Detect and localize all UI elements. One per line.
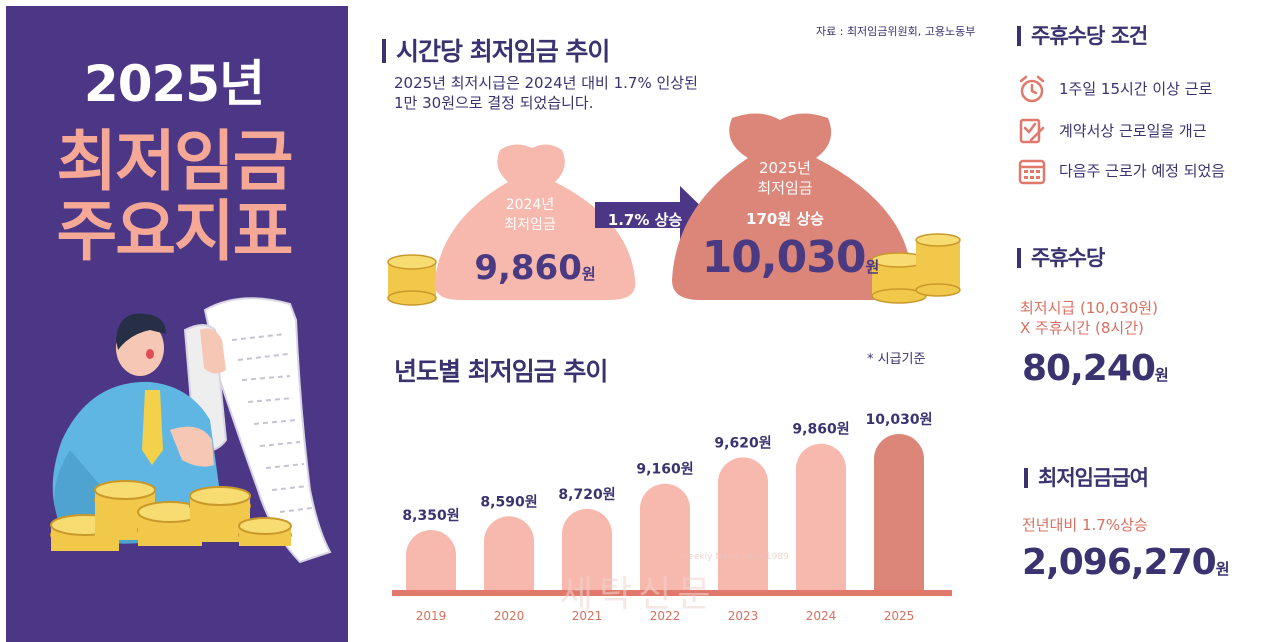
increase-rate-label: 1.7% 상승 bbox=[607, 211, 683, 229]
condition-item: 계약서상 근로일을 개근 bbox=[1017, 116, 1207, 150]
coin-stack-right bbox=[871, 233, 961, 304]
x-tick-label: 2023 bbox=[728, 609, 759, 623]
monthly-wage-title: 최저임금급여 bbox=[1024, 462, 1149, 492]
bar-value-label: 10,030원 bbox=[866, 412, 933, 428]
coin-stack-left bbox=[387, 254, 437, 306]
hourly-trend-title: 시간당 최저임금 추이 bbox=[382, 32, 610, 68]
monthly-wage-value: 2,096,270원 bbox=[1022, 542, 1230, 583]
x-tick-label: 2019 bbox=[416, 609, 447, 623]
increase-arrow bbox=[595, 186, 710, 244]
chart-bar bbox=[484, 516, 534, 590]
x-tick-label: 2020 bbox=[494, 609, 525, 623]
chart-bar bbox=[406, 530, 456, 590]
intro-line1: 2025년 최저시급은 2024년 대비 1.7% 인상된 bbox=[394, 74, 698, 92]
condition-item: 1주일 15시간 이상 근로 bbox=[1017, 74, 1212, 108]
bag-2025-increase: 170원 상승 bbox=[746, 210, 824, 228]
chart-bar bbox=[640, 483, 690, 590]
chart-bar bbox=[874, 434, 924, 590]
chart-note: * 시급기준 bbox=[867, 352, 926, 367]
coin-stack bbox=[50, 480, 292, 551]
chart-bar bbox=[718, 457, 768, 590]
contract-check-icon bbox=[1019, 118, 1045, 144]
top-edge bbox=[0, 0, 348, 6]
bag-2025 bbox=[672, 113, 912, 300]
bag-2025-label: 2025년 최저임금 bbox=[757, 159, 813, 197]
weekly-allowance-value: 80,240원 bbox=[1022, 348, 1169, 389]
alarm-clock-icon bbox=[1019, 75, 1045, 103]
bag-2024-label: 2024년 최저임금 bbox=[504, 197, 556, 233]
x-tick-label: 2021 bbox=[572, 609, 603, 623]
bag-2024-value: 9,860원 bbox=[474, 248, 596, 288]
cover-title-line2: 최저임금 bbox=[56, 123, 294, 200]
weekly-allowance-title: 주휴수당 bbox=[1017, 242, 1105, 272]
bar-value-label: 8,720원 bbox=[558, 487, 615, 503]
watermark-subtext: Weekly News since1989 bbox=[680, 552, 789, 562]
worker-with-receipt-illustration bbox=[50, 297, 332, 564]
cover-title-line3: 주요지표 bbox=[56, 193, 294, 270]
calendar-icon bbox=[1018, 159, 1046, 185]
x-tick-label: 2025 bbox=[884, 609, 915, 623]
bag-2024 bbox=[434, 144, 636, 300]
source-note: 자료 : 최저임금위원회, 고용노동부 bbox=[816, 25, 976, 38]
yearly-trend-title: 년도별 최저임금 추이 bbox=[394, 357, 608, 386]
money-bags-graphic bbox=[387, 113, 961, 306]
allowance-formula-line2: X 주휴시간 (8시간) bbox=[1020, 319, 1144, 337]
bar-value-label: 9,160원 bbox=[636, 462, 693, 478]
cover-panel: 2025년 최저임금 주요지표 bbox=[0, 0, 348, 642]
chart-bar bbox=[796, 443, 846, 590]
bar-value-label: 8,590원 bbox=[480, 494, 537, 510]
cover-year-title: 2025년 bbox=[83, 55, 265, 113]
chart-baseline bbox=[392, 590, 952, 596]
bar-value-label: 9,620원 bbox=[714, 435, 771, 451]
bar-value-label: 8,350원 bbox=[402, 508, 459, 524]
allowance-formula-line1: 최저시급 (10,030원) bbox=[1020, 299, 1158, 317]
bag-2025-value: 10,030원 bbox=[701, 232, 880, 283]
condition-item: 다음주 근로가 예정 되었음 bbox=[1017, 156, 1225, 190]
watermark: 세탁신문 bbox=[560, 574, 717, 615]
monthly-wage-note: 전년대비 1.7%상승 bbox=[1022, 516, 1148, 534]
x-tick-label: 2022 bbox=[650, 609, 681, 623]
allowance-conditions-title: 주휴수당 조건 bbox=[1017, 20, 1148, 50]
bar-value-label: 9,860원 bbox=[792, 422, 849, 438]
x-tick-label: 2024 bbox=[806, 609, 837, 623]
chart-bar bbox=[562, 508, 612, 590]
yearly-wage-bar-chart: 8,350원 2019 8,590원 2020 8,720원 2021 9,160원 2022… bbox=[392, 412, 952, 623]
left-edge bbox=[0, 0, 6, 642]
intro-line2: 1만 30원으로 결정 되었습니다. bbox=[394, 94, 594, 112]
